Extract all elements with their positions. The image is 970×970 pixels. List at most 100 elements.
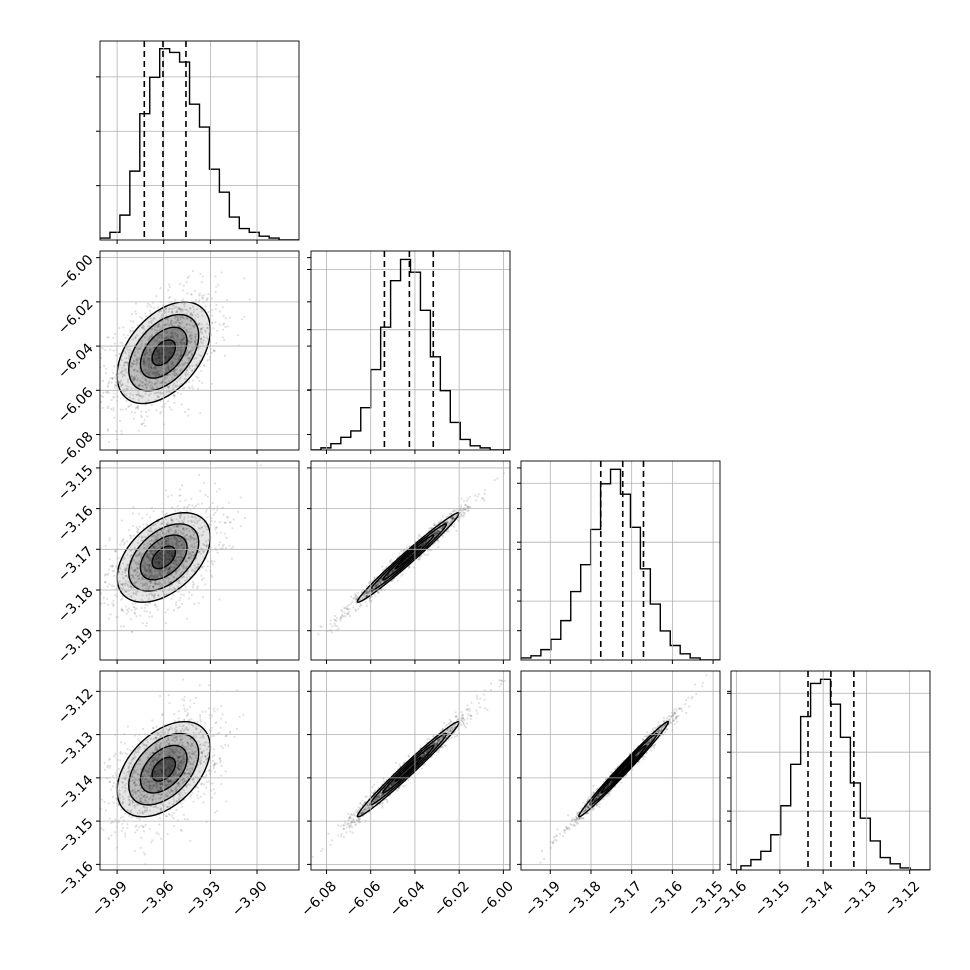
sample-point bbox=[364, 591, 368, 595]
sample-point bbox=[177, 529, 181, 532]
sample-point bbox=[166, 543, 170, 546]
sample-point bbox=[179, 549, 182, 553]
sample-point bbox=[462, 511, 466, 515]
sample-point bbox=[149, 317, 152, 320]
sample-point bbox=[157, 395, 160, 398]
sample-point bbox=[185, 527, 189, 530]
sample-point bbox=[167, 368, 170, 371]
sample-point bbox=[178, 354, 181, 358]
sample-point bbox=[154, 373, 157, 376]
sample-point bbox=[163, 558, 166, 561]
sample-point bbox=[391, 569, 394, 572]
sample-point bbox=[170, 310, 173, 314]
sample-point bbox=[185, 308, 188, 312]
sample-point bbox=[391, 569, 394, 573]
sample-point bbox=[354, 609, 358, 612]
sample-point bbox=[176, 730, 179, 733]
sample-point bbox=[142, 577, 145, 580]
sample-point bbox=[131, 757, 135, 760]
sample-point bbox=[124, 361, 127, 364]
sample-point bbox=[159, 743, 162, 746]
sample-point bbox=[142, 825, 145, 829]
sample-point bbox=[367, 591, 371, 594]
sample-point bbox=[172, 562, 175, 565]
sample-point bbox=[190, 320, 193, 323]
sample-point bbox=[147, 366, 151, 369]
sample-point bbox=[448, 512, 451, 516]
sample-point bbox=[119, 625, 123, 628]
sample-point bbox=[183, 386, 186, 389]
sample-point bbox=[186, 570, 189, 573]
sample-point bbox=[151, 333, 154, 336]
sample-point bbox=[151, 801, 154, 805]
sample-point bbox=[137, 561, 140, 564]
sample-point bbox=[194, 335, 197, 338]
sample-point bbox=[169, 550, 172, 553]
sample-point bbox=[159, 545, 162, 548]
sample-point bbox=[181, 563, 184, 566]
sample-point bbox=[165, 336, 168, 339]
sample-point bbox=[188, 755, 191, 758]
sample-point bbox=[199, 341, 203, 344]
sample-point bbox=[169, 365, 173, 369]
sample-point bbox=[379, 581, 382, 584]
sample-point bbox=[202, 326, 205, 329]
sample-point bbox=[417, 537, 420, 540]
sample-point bbox=[137, 512, 140, 515]
sample-point bbox=[171, 555, 174, 558]
sample-point bbox=[120, 359, 124, 362]
sample-point bbox=[96, 749, 98, 751]
sample-point bbox=[179, 767, 182, 771]
sample-point bbox=[106, 573, 109, 576]
sample-point bbox=[150, 593, 154, 596]
sample-point bbox=[148, 787, 152, 790]
sample-point bbox=[378, 580, 381, 583]
sample-point bbox=[132, 534, 136, 537]
sample-point bbox=[152, 595, 156, 598]
sample-point bbox=[160, 529, 163, 532]
sample-point bbox=[131, 800, 135, 803]
sample-point bbox=[140, 836, 143, 839]
sample-point bbox=[159, 529, 163, 532]
sample-point bbox=[142, 559, 145, 562]
sample-point bbox=[360, 591, 363, 594]
sample-point bbox=[184, 302, 187, 305]
sample-point bbox=[136, 577, 139, 581]
sample-point bbox=[199, 736, 202, 739]
sample-point bbox=[201, 296, 204, 300]
sample-point bbox=[193, 564, 196, 567]
sample-point bbox=[136, 528, 140, 532]
sample-point bbox=[186, 292, 189, 295]
sample-point bbox=[161, 361, 164, 364]
sample-point bbox=[179, 353, 183, 356]
sample-point bbox=[113, 416, 116, 419]
sample-point bbox=[183, 758, 186, 762]
sample-point bbox=[156, 575, 159, 578]
sample-point bbox=[408, 545, 411, 548]
sample-point bbox=[135, 590, 138, 593]
sample-point bbox=[152, 550, 155, 553]
sample-point bbox=[160, 554, 163, 557]
sample-point bbox=[368, 581, 371, 584]
sample-point bbox=[174, 771, 177, 774]
sample-point bbox=[173, 382, 176, 385]
sample-point bbox=[216, 509, 219, 512]
sample-point bbox=[180, 593, 183, 596]
sample-point bbox=[177, 556, 180, 559]
sample-point bbox=[135, 393, 138, 396]
sample-point bbox=[155, 358, 158, 361]
sample-point bbox=[126, 563, 129, 566]
sample-point bbox=[186, 323, 189, 326]
sample-point bbox=[131, 793, 135, 796]
sample-point bbox=[137, 746, 140, 749]
sample-point bbox=[187, 728, 190, 731]
sample-point bbox=[143, 547, 146, 550]
sample-point bbox=[158, 768, 161, 772]
sample-point bbox=[365, 591, 368, 594]
sample-point bbox=[170, 565, 173, 568]
sample-point bbox=[150, 365, 153, 368]
sample-point bbox=[179, 530, 182, 533]
sample-point bbox=[146, 554, 150, 557]
sample-point bbox=[156, 574, 159, 577]
sample-point bbox=[182, 284, 185, 287]
